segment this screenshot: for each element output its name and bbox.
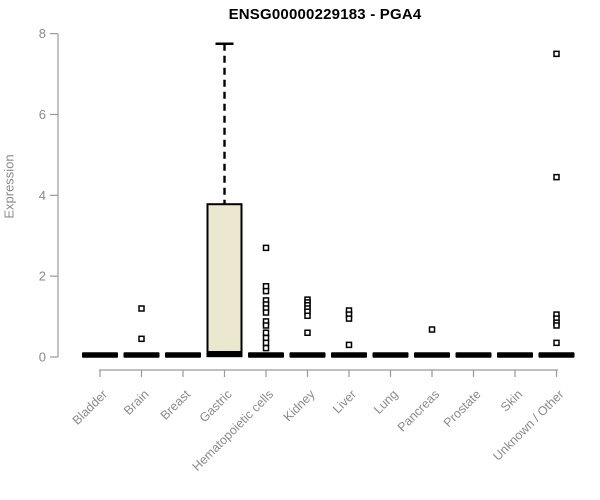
- median-line: [248, 352, 284, 358]
- outlier-point: [345, 341, 353, 349]
- median-line: [331, 352, 367, 358]
- outlier-point: [138, 305, 145, 312]
- category-label: Liver: [330, 387, 359, 416]
- category-label: Bladder: [70, 387, 110, 427]
- category-label: Gastric: [197, 387, 235, 425]
- outlier-point: [553, 339, 560, 347]
- category-label: Prostate: [441, 387, 484, 430]
- y-tick-label: 0: [39, 350, 46, 365]
- y-tick-label: 8: [39, 26, 46, 41]
- median-line: [289, 352, 326, 358]
- category-label: Pancreas: [395, 387, 442, 434]
- category-label: Unknown / Other: [490, 387, 566, 463]
- category-label: Hematopoietic cells: [190, 387, 277, 474]
- outlier-point: [553, 322, 560, 329]
- median-line: [414, 352, 450, 358]
- outlier-point: [262, 287, 270, 295]
- outlier-point: [262, 322, 270, 329]
- median-line: [455, 352, 492, 358]
- outlier-point: [345, 315, 353, 322]
- median-line: [206, 351, 243, 357]
- category-label: Brain: [121, 387, 152, 418]
- outlier-point: [262, 344, 270, 352]
- outlier-point: [262, 329, 270, 336]
- y-tick-label: 4: [39, 188, 46, 203]
- category-label: Skin: [498, 387, 525, 414]
- median-line: [123, 352, 160, 358]
- outlier-point: [138, 335, 145, 343]
- category-label: Lung: [371, 387, 401, 417]
- chart-title: ENSG00000229183 - PGA4: [228, 6, 422, 23]
- outlier-point: [428, 326, 436, 333]
- y-tick-label: 6: [39, 107, 46, 122]
- outlier-point: [262, 244, 270, 252]
- outlier-point: [262, 309, 270, 316]
- outlier-point: [262, 339, 270, 347]
- outlier-point: [553, 173, 560, 181]
- category-label: Breast: [158, 387, 194, 423]
- median-line: [538, 352, 575, 358]
- outlier-point: [304, 329, 311, 336]
- box: [206, 203, 243, 358]
- outlier-point: [553, 50, 560, 58]
- median-line: [165, 352, 201, 358]
- outlier-point: [304, 312, 311, 320]
- y-tick-label: 2: [39, 269, 46, 284]
- median-line: [497, 352, 533, 358]
- category-label: Kidney: [281, 387, 318, 424]
- median-line: [372, 352, 409, 358]
- median-line: [82, 352, 118, 358]
